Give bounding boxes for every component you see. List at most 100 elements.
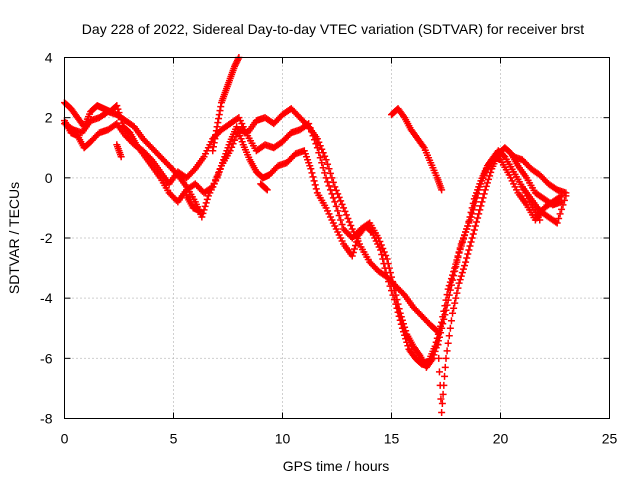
data-point (450, 272, 458, 280)
data-point (438, 408, 446, 416)
data-point (331, 183, 339, 191)
data-point (454, 284, 462, 292)
data-point (308, 169, 316, 177)
data-point (231, 136, 239, 144)
data-point (389, 278, 397, 286)
data-point (392, 291, 400, 299)
data-point (461, 231, 469, 239)
y-tick-label: 0 (45, 170, 53, 186)
grid-lines (64, 57, 610, 419)
data-point (340, 204, 348, 212)
data-point (459, 235, 467, 243)
data-point (483, 179, 491, 187)
data-point (345, 218, 353, 226)
data-point (485, 175, 493, 183)
data-point (257, 180, 265, 188)
data-point (479, 194, 487, 202)
data-point (441, 311, 449, 319)
data-point (433, 340, 441, 348)
data-point (386, 269, 394, 277)
data-point (474, 214, 482, 222)
data-point (324, 160, 332, 168)
data-point (455, 249, 463, 257)
data-point (450, 304, 458, 312)
data-point (457, 272, 465, 280)
data-point (471, 198, 479, 206)
data-point (419, 142, 427, 150)
data-point (113, 102, 121, 110)
y-tick-label: 2 (45, 110, 53, 126)
data-point (322, 174, 330, 182)
data-point (442, 306, 450, 314)
data-point (481, 186, 489, 194)
data-point (471, 222, 479, 230)
data-point (476, 206, 484, 214)
data-point (446, 324, 454, 332)
data-point (428, 356, 436, 364)
data-point (203, 195, 211, 203)
y-tick-label: -4 (40, 290, 53, 306)
data-point (454, 254, 462, 262)
data-point (458, 269, 466, 277)
data-point (384, 260, 392, 268)
data-point (117, 153, 125, 161)
data-point (474, 190, 482, 198)
data-point (486, 172, 494, 180)
data-point (202, 199, 210, 207)
data-point (556, 210, 564, 218)
data-point (438, 324, 446, 332)
y-tick-label: -2 (40, 230, 53, 246)
data-point (337, 197, 345, 205)
data-point (216, 165, 224, 173)
data-point (341, 207, 349, 215)
data-point (311, 181, 319, 189)
x-tick-label: 20 (493, 431, 509, 447)
data-point (207, 184, 215, 192)
data-point (399, 112, 407, 120)
data-point (470, 226, 478, 234)
data-point (462, 258, 470, 266)
data-point (307, 165, 315, 173)
data-point (553, 219, 561, 227)
data-point (322, 156, 330, 164)
data-point (321, 169, 329, 177)
data-point (468, 210, 476, 218)
data-point (443, 347, 451, 355)
data-point (228, 143, 236, 151)
data-point (226, 147, 234, 155)
data-point (468, 234, 476, 242)
data-point (377, 241, 385, 249)
data-point (385, 264, 393, 272)
data-point (318, 145, 326, 153)
data-point (393, 296, 401, 304)
data-point (342, 211, 350, 219)
data-point (334, 207, 342, 215)
data-point (437, 395, 445, 403)
data-point (451, 267, 459, 275)
data-point (338, 220, 346, 228)
data-point (380, 248, 388, 256)
data-point (437, 329, 445, 337)
data-point (559, 201, 567, 209)
x-tick-label: 15 (384, 431, 400, 447)
data-point (431, 347, 439, 355)
data-point (430, 351, 438, 359)
x-axis-label: GPS time / hours (283, 458, 390, 474)
data-point (306, 124, 314, 132)
data-point (115, 109, 123, 117)
data-point (451, 299, 459, 307)
data-point (432, 326, 440, 334)
data-point (324, 178, 332, 186)
data-point (470, 202, 478, 210)
data-point (455, 279, 463, 287)
data-point (196, 207, 204, 215)
data-point (459, 265, 467, 273)
chart-title: Day 228 of 2022, Sidereal Day-to-day VTE… (82, 21, 584, 37)
data-point (438, 186, 446, 194)
data-point (349, 249, 357, 257)
axis-ticks: 0 5 10 15 20 25 -8 -6 -4 -2 0 2 4 (40, 50, 617, 447)
data-point (325, 165, 333, 173)
data-point (352, 242, 360, 250)
data-point (536, 216, 544, 224)
